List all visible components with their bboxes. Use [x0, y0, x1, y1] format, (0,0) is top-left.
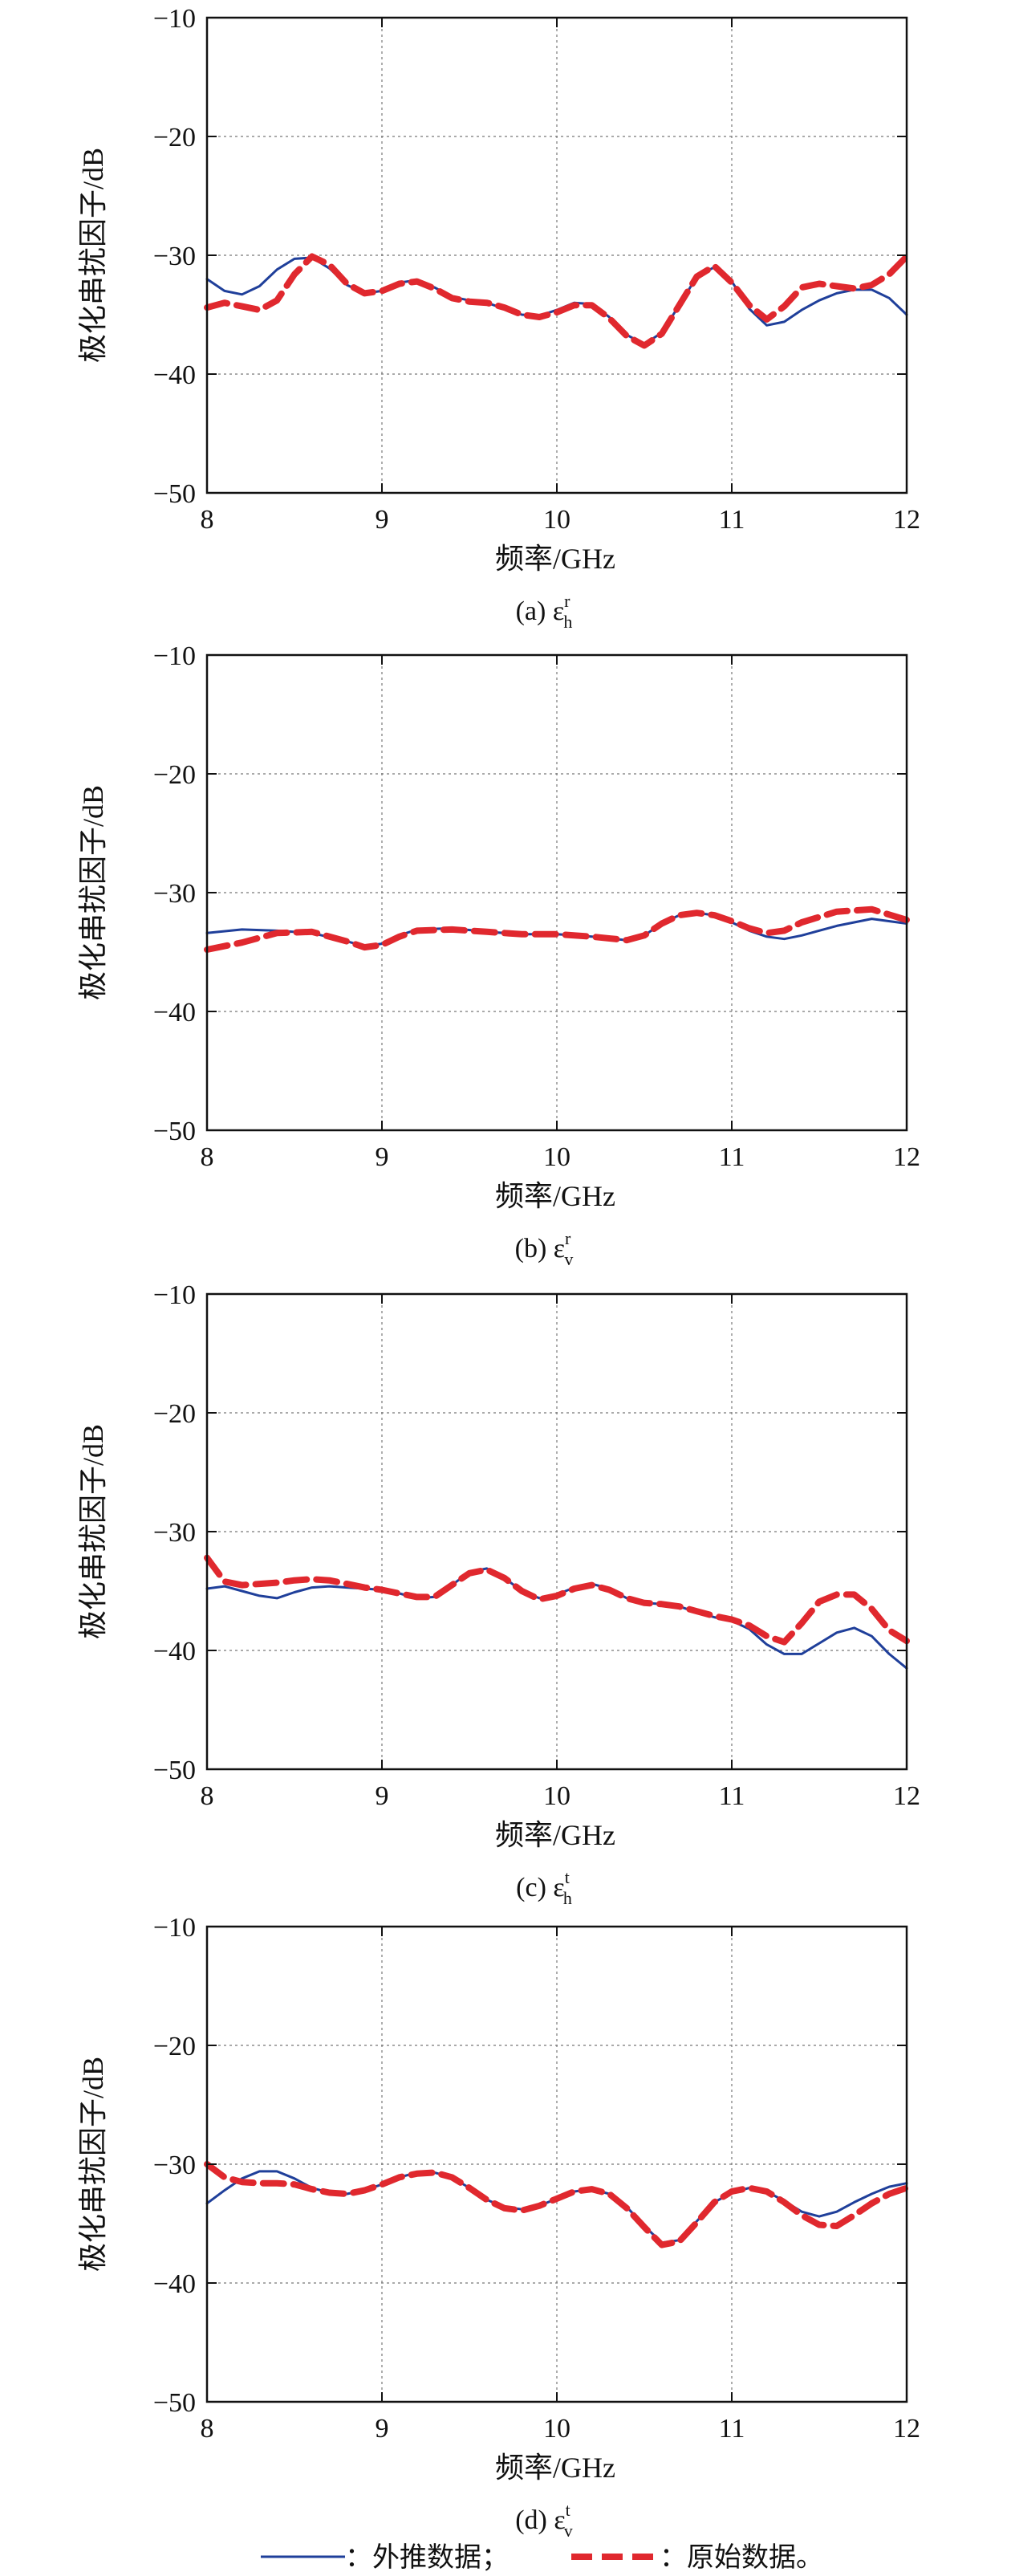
x-tick-label: 10	[543, 1781, 570, 1811]
x-axis-title: 频率/GHz	[495, 2452, 615, 2484]
x-tick-label: 9	[376, 1781, 389, 1811]
caption-subscript: h	[563, 1888, 572, 1908]
y-tick-label: −30	[153, 242, 196, 271]
caption-subscript: h	[563, 612, 572, 632]
x-tick-label: 9	[376, 1142, 389, 1172]
x-axis-title: 频率/GHz	[495, 1180, 615, 1212]
y-tick-label: −10	[153, 4, 196, 34]
x-tick-label: 12	[893, 505, 920, 535]
x-tick-label: 12	[893, 1781, 920, 1811]
chart-panel-c: 8 9 10 11 12 −10 −20 −30 −40 −50 频率/GHz 极化串扰因子/dB (c…	[77, 1280, 920, 1908]
legend-extrapolated-label: ：外推数据；	[345, 2542, 509, 2573]
y-tick-label: −20	[153, 760, 196, 790]
x-tick-label: 10	[543, 505, 570, 535]
legend-original-label: ：原始数据。	[660, 2542, 823, 2573]
x-tick-label: 11	[719, 1142, 745, 1172]
legend: ：外推数据； ：原始数据。	[261, 2542, 823, 2573]
caption-text: (c) ε	[516, 1873, 565, 1902]
caption-text: (a) ε	[516, 596, 565, 626]
panel-caption: (d) εt v	[515, 2500, 573, 2541]
series-line-original	[204, 1554, 910, 1646]
y-tick-label: −40	[153, 1637, 196, 1666]
x-tick-label: 8	[201, 505, 214, 535]
x-tick-label: 11	[719, 1781, 745, 1811]
caption-superscript: t	[566, 2500, 570, 2520]
panel-caption: (c) εt h	[516, 1867, 572, 1908]
caption-superscript: r	[564, 591, 570, 611]
chart-panel-b: 8 9 10 11 12 −10 −20 −30 −40 −50 频率/GHz 极化串扰因子/dB (b…	[77, 641, 920, 1269]
y-axis-title: 极化串扰因子/dB	[77, 785, 109, 1000]
chart-panel-a: 8 9 10 11 12 −10 −20 −30 −40 −50 频率/GHz 极化串扰因子/dB (a…	[77, 4, 920, 632]
x-tick-label: 11	[719, 505, 745, 535]
panel-caption: (a) εr h	[516, 591, 573, 632]
y-tick-label: −30	[153, 879, 196, 909]
y-tick-label: −20	[153, 2032, 196, 2061]
y-tick-label: −10	[153, 1913, 196, 1943]
x-tick-label: 12	[893, 2414, 920, 2444]
panels: 8 9 10 11 12 −10 −20 −30 −40 −50 频率/GHz 极化串扰因子/dB (a…	[77, 4, 920, 2541]
panel-caption: (b) εr v	[515, 1228, 574, 1269]
x-tick-label: 10	[543, 2414, 570, 2444]
y-tick-label: −30	[153, 2151, 196, 2180]
x-tick-label: 10	[543, 1142, 570, 1172]
series-line-original	[204, 905, 910, 953]
x-tick-label: 9	[376, 2414, 389, 2444]
caption-text: (b) ε	[515, 1234, 565, 1264]
x-tick-label: 8	[201, 1781, 214, 1811]
y-tick-label: −40	[153, 2269, 196, 2299]
y-tick-label: −50	[153, 1756, 196, 1785]
x-axis-title: 频率/GHz	[495, 543, 615, 575]
x-tick-label: 11	[719, 2414, 745, 2444]
chart-panel-d: 8 9 10 11 12 −10 −20 −30 −40 −50 频率/GHz 极化串扰因子/dB (d…	[77, 1913, 920, 2541]
x-tick-label: 8	[201, 1142, 214, 1172]
y-tick-label: −20	[153, 1399, 196, 1429]
y-axis-title: 极化串扰因子/dB	[77, 2057, 109, 2272]
y-tick-label: −50	[153, 2388, 196, 2418]
x-axis-title: 频率/GHz	[495, 1819, 615, 1851]
y-tick-label: −50	[153, 479, 196, 509]
y-tick-label: −40	[153, 360, 196, 390]
caption-subscript: v	[564, 2521, 573, 2541]
y-tick-label: −50	[153, 1117, 196, 1146]
x-tick-label: 12	[893, 1142, 920, 1172]
y-tick-label: −30	[153, 1518, 196, 1548]
caption-superscript: t	[565, 1867, 570, 1887]
x-tick-label: 8	[201, 2414, 214, 2444]
caption-text: (d) ε	[515, 2505, 565, 2535]
y-axis-title: 极化串扰因子/dB	[77, 1424, 109, 1639]
y-tick-label: −40	[153, 998, 196, 1028]
y-tick-label: −10	[153, 1280, 196, 1310]
y-tick-label: −20	[153, 123, 196, 153]
x-tick-label: 9	[376, 505, 389, 535]
y-tick-label: −10	[153, 641, 196, 671]
caption-superscript: r	[565, 1228, 571, 1248]
series-line-original	[204, 2161, 910, 2248]
y-axis-title: 极化串扰因子/dB	[77, 148, 109, 363]
caption-subscript: v	[564, 1249, 573, 1269]
series-line-original	[204, 253, 910, 349]
